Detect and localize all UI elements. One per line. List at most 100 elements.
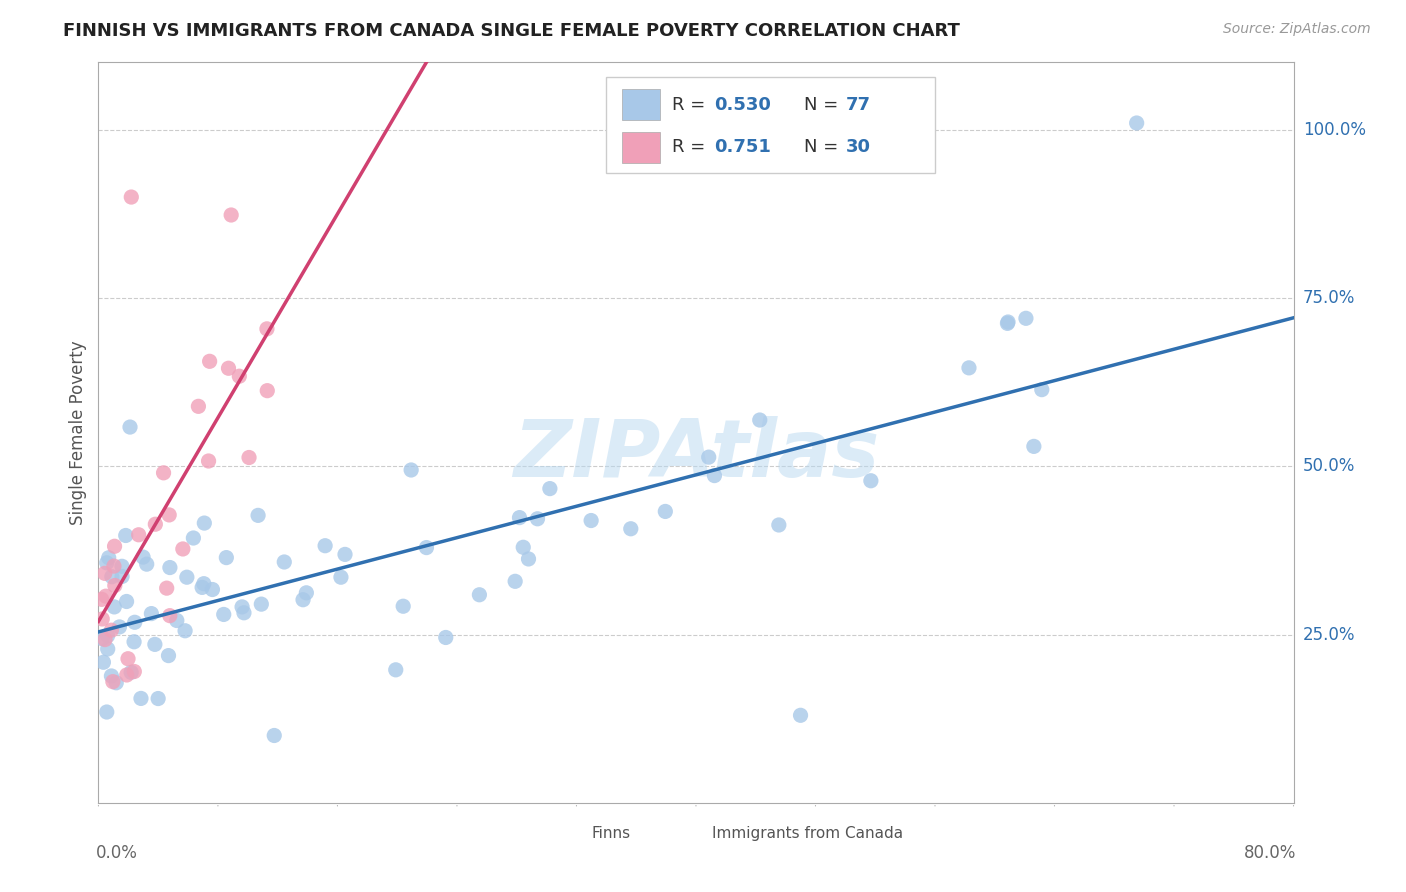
Point [238, 450, 260, 465]
Point [197, 454, 219, 468]
Point [103, 539, 125, 553]
Point [198, 354, 221, 368]
FancyBboxPatch shape [621, 89, 661, 120]
Point [97, 550, 120, 565]
Point [399, 463, 422, 477]
Point [654, 504, 676, 518]
Point [120, 190, 142, 204]
Point [103, 599, 125, 614]
Point [94, 632, 117, 647]
Text: 30: 30 [845, 138, 870, 156]
Point [247, 508, 270, 523]
Point [415, 541, 437, 555]
Point [384, 663, 406, 677]
Point [859, 474, 882, 488]
Point [157, 508, 180, 522]
Point [118, 420, 141, 434]
Point [100, 669, 122, 683]
Point [250, 597, 273, 611]
Point [105, 675, 128, 690]
Text: 77: 77 [845, 95, 870, 114]
Point [159, 608, 181, 623]
Point [512, 541, 534, 555]
Point [159, 560, 181, 574]
Point [120, 665, 142, 680]
Text: Finns: Finns [592, 826, 631, 841]
Point [103, 559, 125, 574]
Point [91, 612, 114, 626]
Point [129, 691, 152, 706]
Text: N =: N = [804, 138, 844, 156]
Point [91, 632, 114, 646]
Point [152, 466, 174, 480]
Point [748, 413, 770, 427]
Point [1022, 439, 1045, 453]
FancyBboxPatch shape [557, 823, 588, 848]
Point [292, 592, 315, 607]
Point [90, 592, 112, 607]
Point [228, 369, 250, 384]
Point [128, 528, 150, 542]
Point [176, 570, 198, 584]
Point [329, 570, 352, 584]
Point [157, 648, 180, 663]
Point [219, 208, 242, 222]
Point [174, 624, 197, 638]
Point [101, 570, 124, 584]
Point [508, 510, 530, 524]
Point [1015, 311, 1038, 326]
Text: 0.0%: 0.0% [96, 844, 138, 862]
FancyBboxPatch shape [621, 132, 661, 163]
Point [468, 588, 491, 602]
Text: 50.0%: 50.0% [1303, 458, 1355, 475]
Point [193, 516, 215, 530]
Point [135, 557, 157, 571]
Point [122, 634, 145, 648]
Point [115, 594, 138, 608]
Point [256, 384, 278, 398]
Point [97, 642, 120, 657]
Point [273, 555, 295, 569]
Point [124, 665, 146, 679]
Point [101, 674, 124, 689]
Text: FINNISH VS IMMIGRANTS FROM CANADA SINGLE FEMALE POVERTY CORRELATION CHART: FINNISH VS IMMIGRANTS FROM CANADA SINGLE… [63, 22, 960, 40]
FancyBboxPatch shape [606, 78, 935, 173]
Point [93, 655, 115, 669]
Point [187, 400, 209, 414]
Point [111, 559, 134, 574]
Point [146, 691, 169, 706]
Point [768, 518, 790, 533]
Text: 25.0%: 25.0% [1303, 625, 1355, 643]
FancyBboxPatch shape [676, 823, 707, 848]
Text: 0.751: 0.751 [714, 138, 770, 156]
Point [333, 548, 356, 562]
Point [193, 576, 215, 591]
Point [191, 581, 214, 595]
Point [212, 607, 235, 622]
Point [957, 360, 980, 375]
Point [141, 607, 163, 621]
Point [94, 566, 117, 581]
Text: Source: ZipAtlas.com: Source: ZipAtlas.com [1223, 22, 1371, 37]
Text: N =: N = [804, 95, 844, 114]
Point [997, 317, 1019, 331]
Point [156, 581, 179, 595]
Point [263, 729, 285, 743]
Point [143, 637, 166, 651]
Point [166, 614, 188, 628]
Point [132, 550, 155, 565]
Point [143, 517, 166, 532]
Text: R =: R = [672, 138, 711, 156]
Point [703, 468, 725, 483]
Point [579, 514, 602, 528]
Point [314, 539, 336, 553]
Y-axis label: Single Female Poverty: Single Female Poverty [69, 341, 87, 524]
Point [104, 578, 127, 592]
Point [218, 361, 240, 376]
Text: 100.0%: 100.0% [1303, 120, 1367, 139]
Point [231, 599, 253, 614]
Text: 0.530: 0.530 [714, 95, 770, 114]
Point [201, 582, 224, 597]
Point [295, 586, 318, 600]
Point [108, 620, 131, 634]
